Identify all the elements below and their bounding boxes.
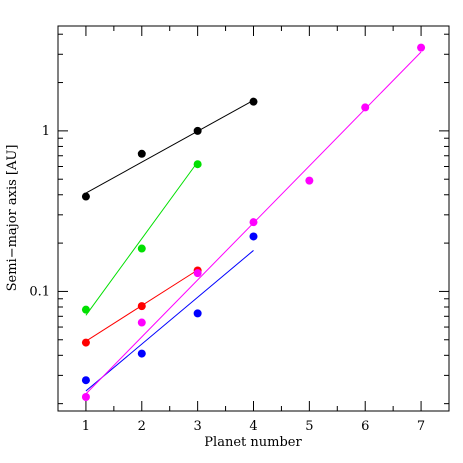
data-point-series-5 bbox=[249, 218, 258, 227]
x-tick-label: 4 bbox=[249, 419, 257, 434]
data-point-series-1 bbox=[137, 149, 146, 158]
x-tick-label: 3 bbox=[194, 419, 202, 434]
y-axis-label: Semi−major axis [AU] bbox=[5, 145, 20, 292]
tick-labels: 1 2 3 4 5 6 7 0.1 1 bbox=[29, 124, 425, 434]
data-point-series-5 bbox=[305, 176, 314, 185]
fit-line-series-2 bbox=[85, 161, 199, 316]
x-tick-label: 1 bbox=[82, 419, 90, 434]
data-point-series-2 bbox=[137, 244, 146, 253]
x-tick-label: 7 bbox=[417, 419, 425, 434]
data-point-series-5 bbox=[417, 43, 426, 52]
fit-line-series-1 bbox=[85, 99, 254, 194]
data-point-series-1 bbox=[81, 192, 90, 201]
x-axis-label: Planet number bbox=[204, 435, 302, 450]
data-point-series-5 bbox=[81, 393, 90, 402]
data-point-series-5 bbox=[193, 269, 202, 278]
data-point-series-1 bbox=[193, 126, 202, 135]
data-point-series-5 bbox=[137, 318, 146, 327]
data-point-series-1 bbox=[249, 97, 258, 106]
data-point-series-4 bbox=[249, 232, 258, 241]
data-point-series-4 bbox=[193, 309, 202, 318]
data-point-series-5 bbox=[361, 103, 370, 112]
data-point-series-2 bbox=[193, 160, 202, 169]
data-point-series-4 bbox=[81, 376, 90, 385]
data-point-series-4 bbox=[137, 349, 146, 358]
data-points bbox=[81, 43, 426, 402]
y-tick-label: 1 bbox=[42, 124, 50, 139]
data-point-series-3 bbox=[81, 338, 90, 347]
data-point-series-3 bbox=[137, 302, 146, 311]
fit-line-series-4 bbox=[85, 250, 254, 392]
x-tick-label: 2 bbox=[138, 419, 146, 434]
x-tick-label: 6 bbox=[361, 419, 369, 434]
y-tick-label: 0.1 bbox=[29, 284, 50, 299]
x-tick-label: 5 bbox=[305, 419, 313, 434]
data-point-series-2 bbox=[81, 305, 90, 314]
axis-ticks bbox=[57, 26, 450, 411]
